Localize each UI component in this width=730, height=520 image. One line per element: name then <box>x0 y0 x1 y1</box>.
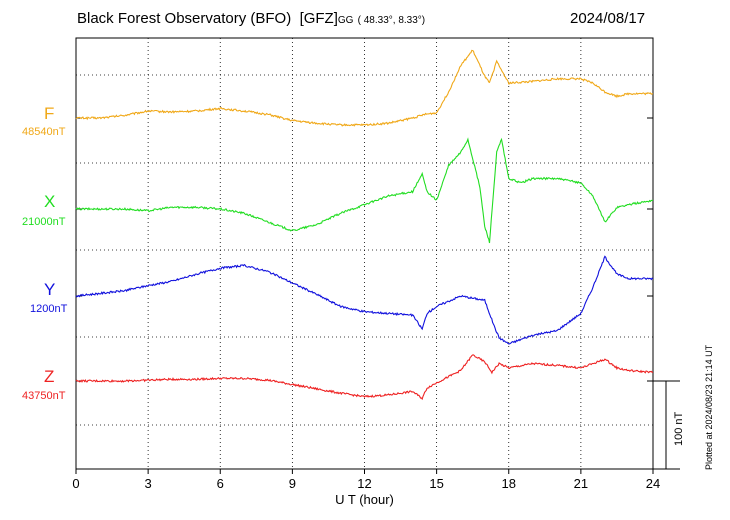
series-line-y <box>75 255 654 345</box>
series-line-z <box>75 354 653 401</box>
series-baseline-z: 43750nT <box>22 390 66 402</box>
series-line-x <box>75 137 654 244</box>
series-line-f <box>75 49 654 127</box>
x-tick-label: 3 <box>145 476 152 491</box>
coord-system: GG <box>337 15 354 26</box>
series-label-f: F <box>44 104 55 123</box>
x-axis-label: U T (hour) <box>335 492 394 507</box>
series-baseline-x: 21000nT <box>22 216 66 228</box>
x-tick-label: 21 <box>574 476 588 491</box>
x-tick-label: 15 <box>429 476 443 491</box>
chart-date: 2024/08/17 <box>570 10 646 27</box>
series-label-z: Z <box>44 367 55 386</box>
observatory-name: Black Forest Observatory (BFO) <box>77 10 292 27</box>
x-tick-label: 9 <box>289 476 296 491</box>
series-baseline-f: 48540nT <box>22 126 66 138</box>
x-tick-label: 0 <box>72 476 79 491</box>
series-baseline-y: 1200nT <box>30 303 68 315</box>
plotted-timestamp: Plotted at 2024/08/23 21:14 UT <box>704 344 714 470</box>
x-tick-label: 24 <box>646 476 660 491</box>
series-label-x: X <box>44 192 56 211</box>
x-tick-label: 6 <box>217 476 224 491</box>
x-tick-label: 18 <box>502 476 516 491</box>
coordinates: ( 48.33°, 8.33°) <box>357 15 426 26</box>
agency-label: [GFZ] <box>299 10 338 27</box>
x-tick-label: 12 <box>357 476 371 491</box>
scale-bar-label: 100 nT <box>673 411 685 446</box>
series-label-y: Y <box>44 280 56 299</box>
chart-title: Black Forest Observatory (BFO) [GFZ]GG (… <box>77 10 425 27</box>
